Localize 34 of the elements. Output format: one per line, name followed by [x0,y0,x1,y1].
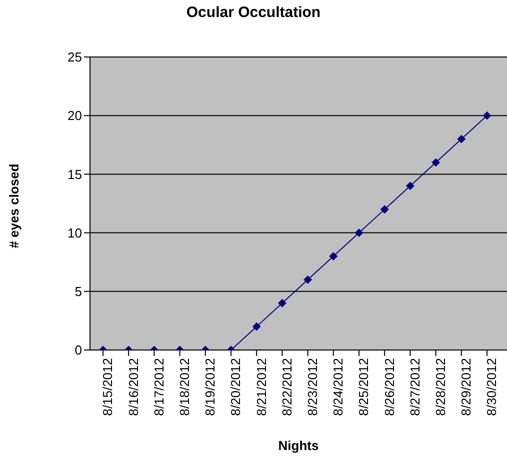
y-tick-label: 25 [68,50,82,65]
x-tick-label: 8/27/2012 [407,358,422,416]
x-tick-label: 8/22/2012 [279,358,294,416]
point [304,276,312,284]
x-tick-label: 8/26/2012 [382,358,397,416]
x-tick-label: 8/15/2012 [100,358,116,416]
point [355,228,363,237]
x-tick-label: 8/29/2012 [458,358,474,416]
x-tick-label: 8/17/2012 [151,358,166,416]
x-axis-title: Nights [277,438,320,453]
chart-title: Ocular Occultation [185,4,322,21]
y-tick-label: 10 [68,225,82,240]
point [457,135,466,144]
x-tick-label: 8/28/2012 [433,358,448,416]
y-tick-label: 20 [68,108,82,124]
x-tick-label: 8/23/2012 [305,358,320,416]
x-tick-label: 8/24/2012 [330,358,346,416]
x-tick-label: 8/21/2012 [254,358,269,416]
y-tick-label: 15 [68,166,82,182]
point [380,205,389,214]
y-tick-label: 5 [74,284,82,300]
point [278,299,286,308]
point [432,158,440,166]
point [329,252,338,260]
x-tick-label: 8/30/2012 [484,358,500,416]
x-tick-label: 8/20/2012 [228,358,244,416]
point [483,112,491,120]
x-tick-label: 8/16/2012 [126,358,141,416]
y-tick-label: 0 [74,342,82,358]
x-tick-label: 8/18/2012 [177,358,192,416]
x-tick-label: 8/19/2012 [202,358,218,416]
point [406,182,414,190]
y-axis-title: # eyes closed [6,164,22,248]
x-tick-label: 8/25/2012 [356,358,372,416]
